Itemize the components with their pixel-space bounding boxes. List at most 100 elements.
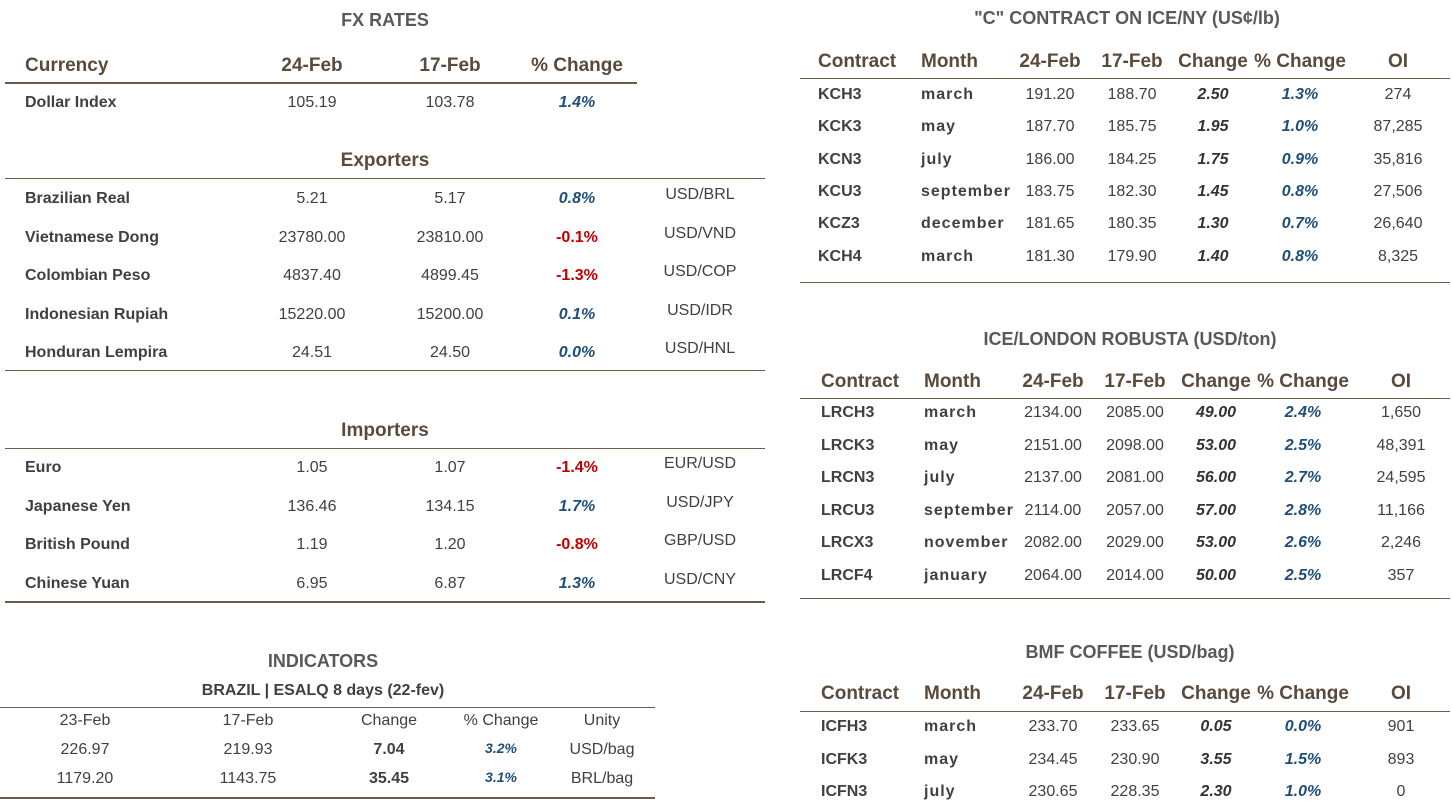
cell: LRCX3 — [821, 534, 874, 552]
cell: 2151.00 — [1024, 436, 1082, 454]
cell: 2098.00 — [1106, 436, 1164, 454]
column-header: % Change — [463, 712, 539, 729]
cell: 1,650 — [1380, 404, 1422, 421]
cell: 2,246 — [1380, 534, 1422, 552]
cell: july — [924, 783, 956, 800]
cell: 2.5% — [1284, 436, 1322, 454]
cell: 0.8% — [558, 190, 596, 207]
cell: ICFN3 — [821, 783, 868, 800]
column-header: Change — [1181, 371, 1251, 392]
cell: 1.0% — [1284, 783, 1322, 800]
cell: 5.21 — [296, 190, 328, 207]
column-header: 24-Feb — [1019, 51, 1081, 72]
cell: 4899.45 — [421, 267, 479, 284]
cell: 57.00 — [1195, 501, 1237, 519]
cell: may — [921, 118, 957, 136]
cell: 1179.20 — [56, 770, 114, 787]
cell: -1.4% — [556, 459, 598, 476]
cell: USD/HNL — [664, 340, 736, 357]
cell: 103.78 — [425, 94, 475, 111]
cell: 2.7% — [1284, 469, 1322, 487]
cell: KCN3 — [818, 150, 862, 168]
cell: EUR/USD — [663, 455, 737, 472]
cell: 2.50 — [1197, 86, 1229, 103]
cell: 230.90 — [1110, 750, 1160, 768]
cell: 2082.00 — [1024, 534, 1082, 552]
cell: 23780.00 — [278, 228, 346, 246]
cell: 3.2% — [485, 740, 517, 756]
cell: 0.8% — [1281, 182, 1319, 200]
cell: USD/BRL — [665, 186, 735, 203]
rule — [0, 797, 655, 799]
cell: 1.95 — [1197, 118, 1229, 136]
cell: 15200.00 — [416, 305, 484, 323]
cell: 179.90 — [1107, 247, 1157, 265]
cell: 357 — [1387, 567, 1415, 584]
cell: 0.9% — [1281, 150, 1319, 168]
cell: 234.45 — [1028, 750, 1078, 768]
column-header: Month — [924, 683, 981, 704]
rule — [800, 78, 1450, 79]
cell: 24,595 — [1376, 469, 1426, 487]
cell: september — [924, 501, 1014, 519]
cell: 26,640 — [1373, 215, 1423, 233]
cell: march — [921, 247, 975, 265]
cell: 2.4% — [1284, 404, 1322, 421]
cell: USD/JPY — [666, 493, 734, 511]
cell: KCZ3 — [818, 215, 860, 233]
cell: 27,506 — [1373, 182, 1423, 200]
cell: 53.00 — [1195, 534, 1237, 552]
cell: 180.35 — [1107, 215, 1157, 233]
cell: 1.75 — [1197, 150, 1229, 168]
cell: LRCN3 — [821, 469, 875, 487]
column-header: 24-Feb — [281, 55, 343, 76]
cell: 188.70 — [1107, 86, 1157, 103]
cell: 0.1% — [558, 305, 596, 323]
cell: 183.75 — [1025, 182, 1075, 200]
group-title: Importers — [341, 420, 429, 441]
cell: 182.30 — [1107, 182, 1157, 200]
rule — [5, 601, 765, 603]
cell: 0.7% — [1281, 215, 1319, 233]
column-header: 17-Feb — [1101, 51, 1163, 72]
rule — [800, 282, 1450, 283]
cell: 2114.00 — [1024, 501, 1082, 519]
column-header: 24-Feb — [1022, 683, 1084, 704]
subtitle: BRAZIL | ESALQ 8 days (22-fev) — [201, 682, 445, 699]
cell: 1.45 — [1197, 182, 1229, 200]
cell: 1.7% — [558, 497, 596, 515]
cell: 7.04 — [373, 741, 405, 758]
rule — [5, 178, 765, 179]
cell: 1.0% — [1281, 118, 1319, 136]
cell: may — [924, 436, 960, 454]
cell: january — [924, 567, 988, 584]
column-header: Change — [1178, 51, 1248, 72]
cell: KCU3 — [818, 182, 862, 200]
cell: KCH4 — [818, 247, 862, 265]
cell: 50.00 — [1195, 567, 1237, 584]
cell: 134.15 — [425, 497, 475, 515]
column-header: OI — [1390, 683, 1412, 704]
column-header: Change — [360, 712, 418, 729]
cell: 187.70 — [1025, 118, 1075, 136]
cell: november — [924, 534, 1009, 552]
cell: Japanese Yen — [25, 497, 131, 515]
rule — [800, 598, 1450, 599]
section-title: BMF COFFEE (USD/bag) — [1025, 642, 1235, 662]
cell: 56.00 — [1195, 469, 1237, 487]
section-title: ICE/LONDON ROBUSTA (USD/ton) — [983, 329, 1277, 349]
cell: USD/bag — [569, 741, 635, 758]
cell: -0.8% — [556, 536, 598, 553]
cell: 185.75 — [1107, 118, 1157, 136]
cell: march — [924, 404, 978, 421]
cell: 2014.00 — [1106, 567, 1164, 584]
cell: KCH3 — [818, 86, 862, 103]
column-header: 17-Feb — [1104, 371, 1166, 392]
column-header: OI — [1387, 51, 1409, 72]
cell: 3.1% — [485, 769, 517, 785]
column-header: 17-Feb — [1104, 683, 1166, 704]
cell: 1.07 — [434, 459, 466, 476]
cell: 2064.00 — [1024, 567, 1082, 584]
cell: 230.65 — [1028, 783, 1078, 800]
cell: 1.5% — [1284, 750, 1322, 768]
